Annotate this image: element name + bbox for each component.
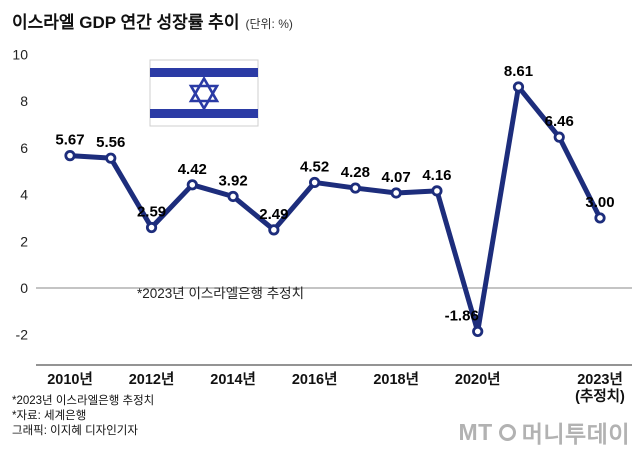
y-axis-tick-label: 10 [12,47,28,63]
data-point-label: 6.46 [545,113,574,130]
data-point-marker [472,325,484,338]
moneytoday-mt-logo: MT [458,418,493,445]
x-axis-tick-label: 2016년 [292,371,338,388]
data-point-marker [431,185,443,197]
data-point-label: 5.56 [96,134,125,151]
data-point-marker [390,187,402,199]
data-point-marker [349,182,361,194]
data-point-label: 4.28 [341,164,370,181]
data-point-marker [512,81,525,93]
x-axis-tick-label: 2018년 [373,371,419,388]
flag-star-triangle-down [188,84,220,112]
data-point-marker [268,224,280,236]
x-axis-tick-label: 2023년 [577,371,623,388]
data-point-marker [186,179,198,191]
page-title: 이스라엘 GDP 연간 성장률 추이 [12,13,240,32]
data-point-label: 4.16 [422,167,451,184]
data-point-label: 2.49 [259,206,288,223]
data-point-label: 4.52 [300,158,329,175]
data-point-marker [553,131,565,143]
data-point-label: 5.67 [55,132,84,149]
x-axis-tick-label: 2014년 [210,371,256,388]
flag-star-triangle-up [188,75,220,103]
x-axis-tick-label: 2012년 [129,371,175,388]
data-point-marker [105,152,117,164]
data-point-label: 4.42 [178,161,207,178]
chart-footnotes: *2023년 이스라엘은행 추정치 *자료: 세계은행 그래픽: 이지혜 디자인… [12,394,154,439]
data-point-marker [145,221,158,234]
data-point-label: 3.92 [218,172,247,189]
flag-stripe-top [150,68,258,77]
data-point-label: 8.61 [504,63,533,80]
data-point-marker [594,212,606,224]
y-axis-tick-label: 6 [20,140,28,156]
footnote-source: *자료: 세계은행 [12,410,87,422]
x-axis-tick-label: 2020년 [455,371,501,388]
flag-stripe-bottom [150,109,258,118]
x-axis-tick-label-line2: (추정치) [575,387,625,405]
y-axis-tick-label: -2 [16,327,29,343]
y-axis-tick-label: 0 [20,280,28,296]
data-point-label: 3.00 [585,194,614,211]
x-axis-tick-label: 2010년 [47,371,93,388]
chart-unit-label: (단위: %) [245,17,293,31]
data-point-marker [64,150,76,162]
moneytoday-circle-icon [498,423,516,441]
chart-annotation: *2023년 이스라엘은행 추정치 [137,286,304,301]
israel-flag-icon [149,59,259,127]
y-axis-tick-label: 4 [20,187,28,203]
y-axis-tick-label: 8 [20,93,28,109]
data-point-label: 4.07 [382,169,411,186]
data-point-marker [227,190,239,203]
gdp-line [67,84,603,334]
footnote-credit: 그래픽: 이지혜 디자인기자 [12,425,138,437]
footnote-estimate: *2023년 이스라엘은행 추정치 [12,395,155,407]
moneytoday-watermark: MT 머니투데이 [458,415,630,449]
data-point-label: 2.59 [137,204,166,221]
y-axis-tick-label: 2 [20,233,28,249]
data-point-label: -1.86 [445,307,479,324]
moneytoday-name: 머니투데이 [521,421,630,447]
data-point-marker [309,176,321,189]
chart-header: 이스라엘 GDP 연간 성장률 추이 (단위: %) [12,8,293,33]
